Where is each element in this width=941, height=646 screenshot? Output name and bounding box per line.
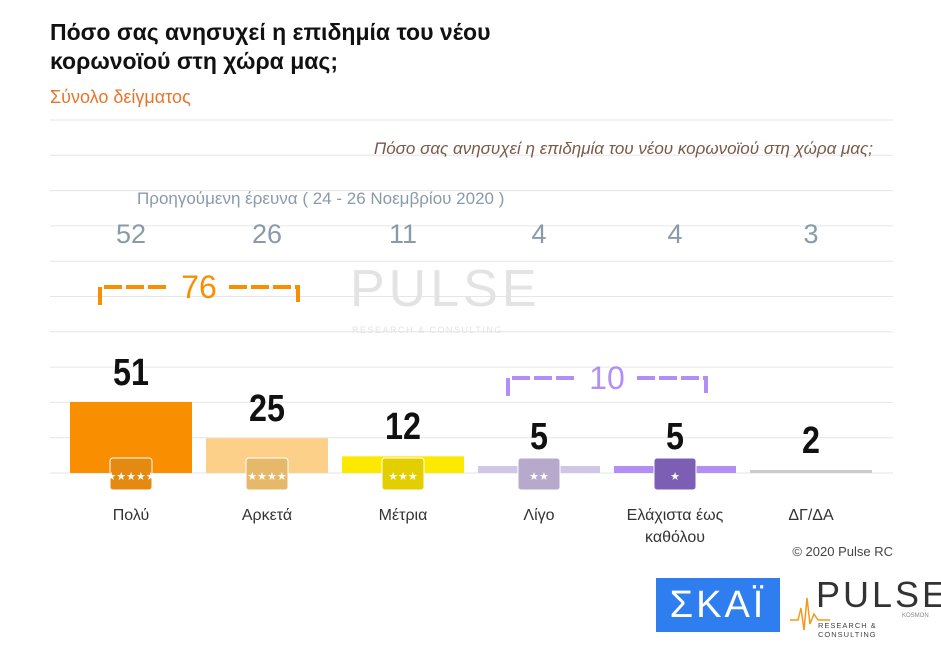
pulse-wave-icon: [790, 597, 830, 631]
pulse-logo-sub: RESEARCH & CONSULTING: [818, 621, 877, 639]
pulse-logo-small: KOSMON: [902, 613, 929, 619]
group-bracket: [506, 376, 708, 396]
previous-value: 11: [388, 219, 418, 249]
watermark-sub: RESEARCH & CONSULTING: [352, 325, 503, 335]
category-label: Ελάχιστα έως καθόλου: [626, 507, 724, 546]
data-label: 12: [385, 406, 421, 449]
star-icon: ★★★★★: [106, 471, 155, 483]
star-rating-icon: [653, 457, 697, 491]
star-rating-icon: [109, 457, 153, 491]
category-label: Μέτρια: [378, 507, 428, 524]
star-rating-icon: [245, 457, 289, 491]
star-icon: ★★★: [388, 471, 418, 483]
bar: [750, 470, 872, 473]
copyright: © 2020 Pulse RC: [792, 544, 893, 559]
skai-logo: ΣΚΑΪ: [656, 578, 780, 632]
group-total: 76: [181, 269, 217, 305]
star-icon: ★: [670, 471, 680, 483]
question-label: Πόσο σας ανησυχεί η επιδημία του νέου κο…: [373, 139, 873, 158]
chart-title: Πόσο σας ανησυχεί η επιδημία του νέου κο…: [50, 19, 491, 74]
previous-survey-label: Προηγούμενη έρευνα ( 24 - 26 Νοεμβρίου 2…: [137, 189, 505, 208]
category-label: ΔΓ/ΔΑ: [788, 507, 834, 524]
group-total: 10: [589, 360, 625, 396]
data-label: 5: [530, 416, 548, 458]
previous-value: 26: [251, 219, 283, 249]
star-icon: ★★★★: [247, 471, 287, 483]
category-label: Αρκετά: [241, 507, 293, 524]
previous-value: 52: [115, 219, 147, 249]
star-icon: ★★: [529, 471, 549, 483]
star-rating-icon: [517, 457, 561, 491]
star-rating-icon: [381, 457, 425, 491]
previous-value: 4: [531, 219, 547, 249]
category-label: Πολύ: [112, 507, 150, 524]
data-label: 51: [113, 352, 149, 394]
watermark: PULSE: [350, 260, 541, 318]
data-label: 25: [249, 388, 285, 431]
data-label: 5: [666, 416, 684, 458]
previous-value: 4: [667, 219, 683, 249]
group-bracket: [98, 285, 300, 305]
previous-value: 3: [803, 219, 819, 249]
data-label: 2: [802, 420, 820, 462]
pulse-logo: PULSE KOSMON RESEARCH & CONSULTING: [790, 574, 941, 639]
chart-subtitle: Σύνολο δείγματος: [50, 87, 191, 107]
category-label: Λίγο: [523, 507, 555, 524]
pulse-logo-text: PULSE: [816, 574, 941, 615]
